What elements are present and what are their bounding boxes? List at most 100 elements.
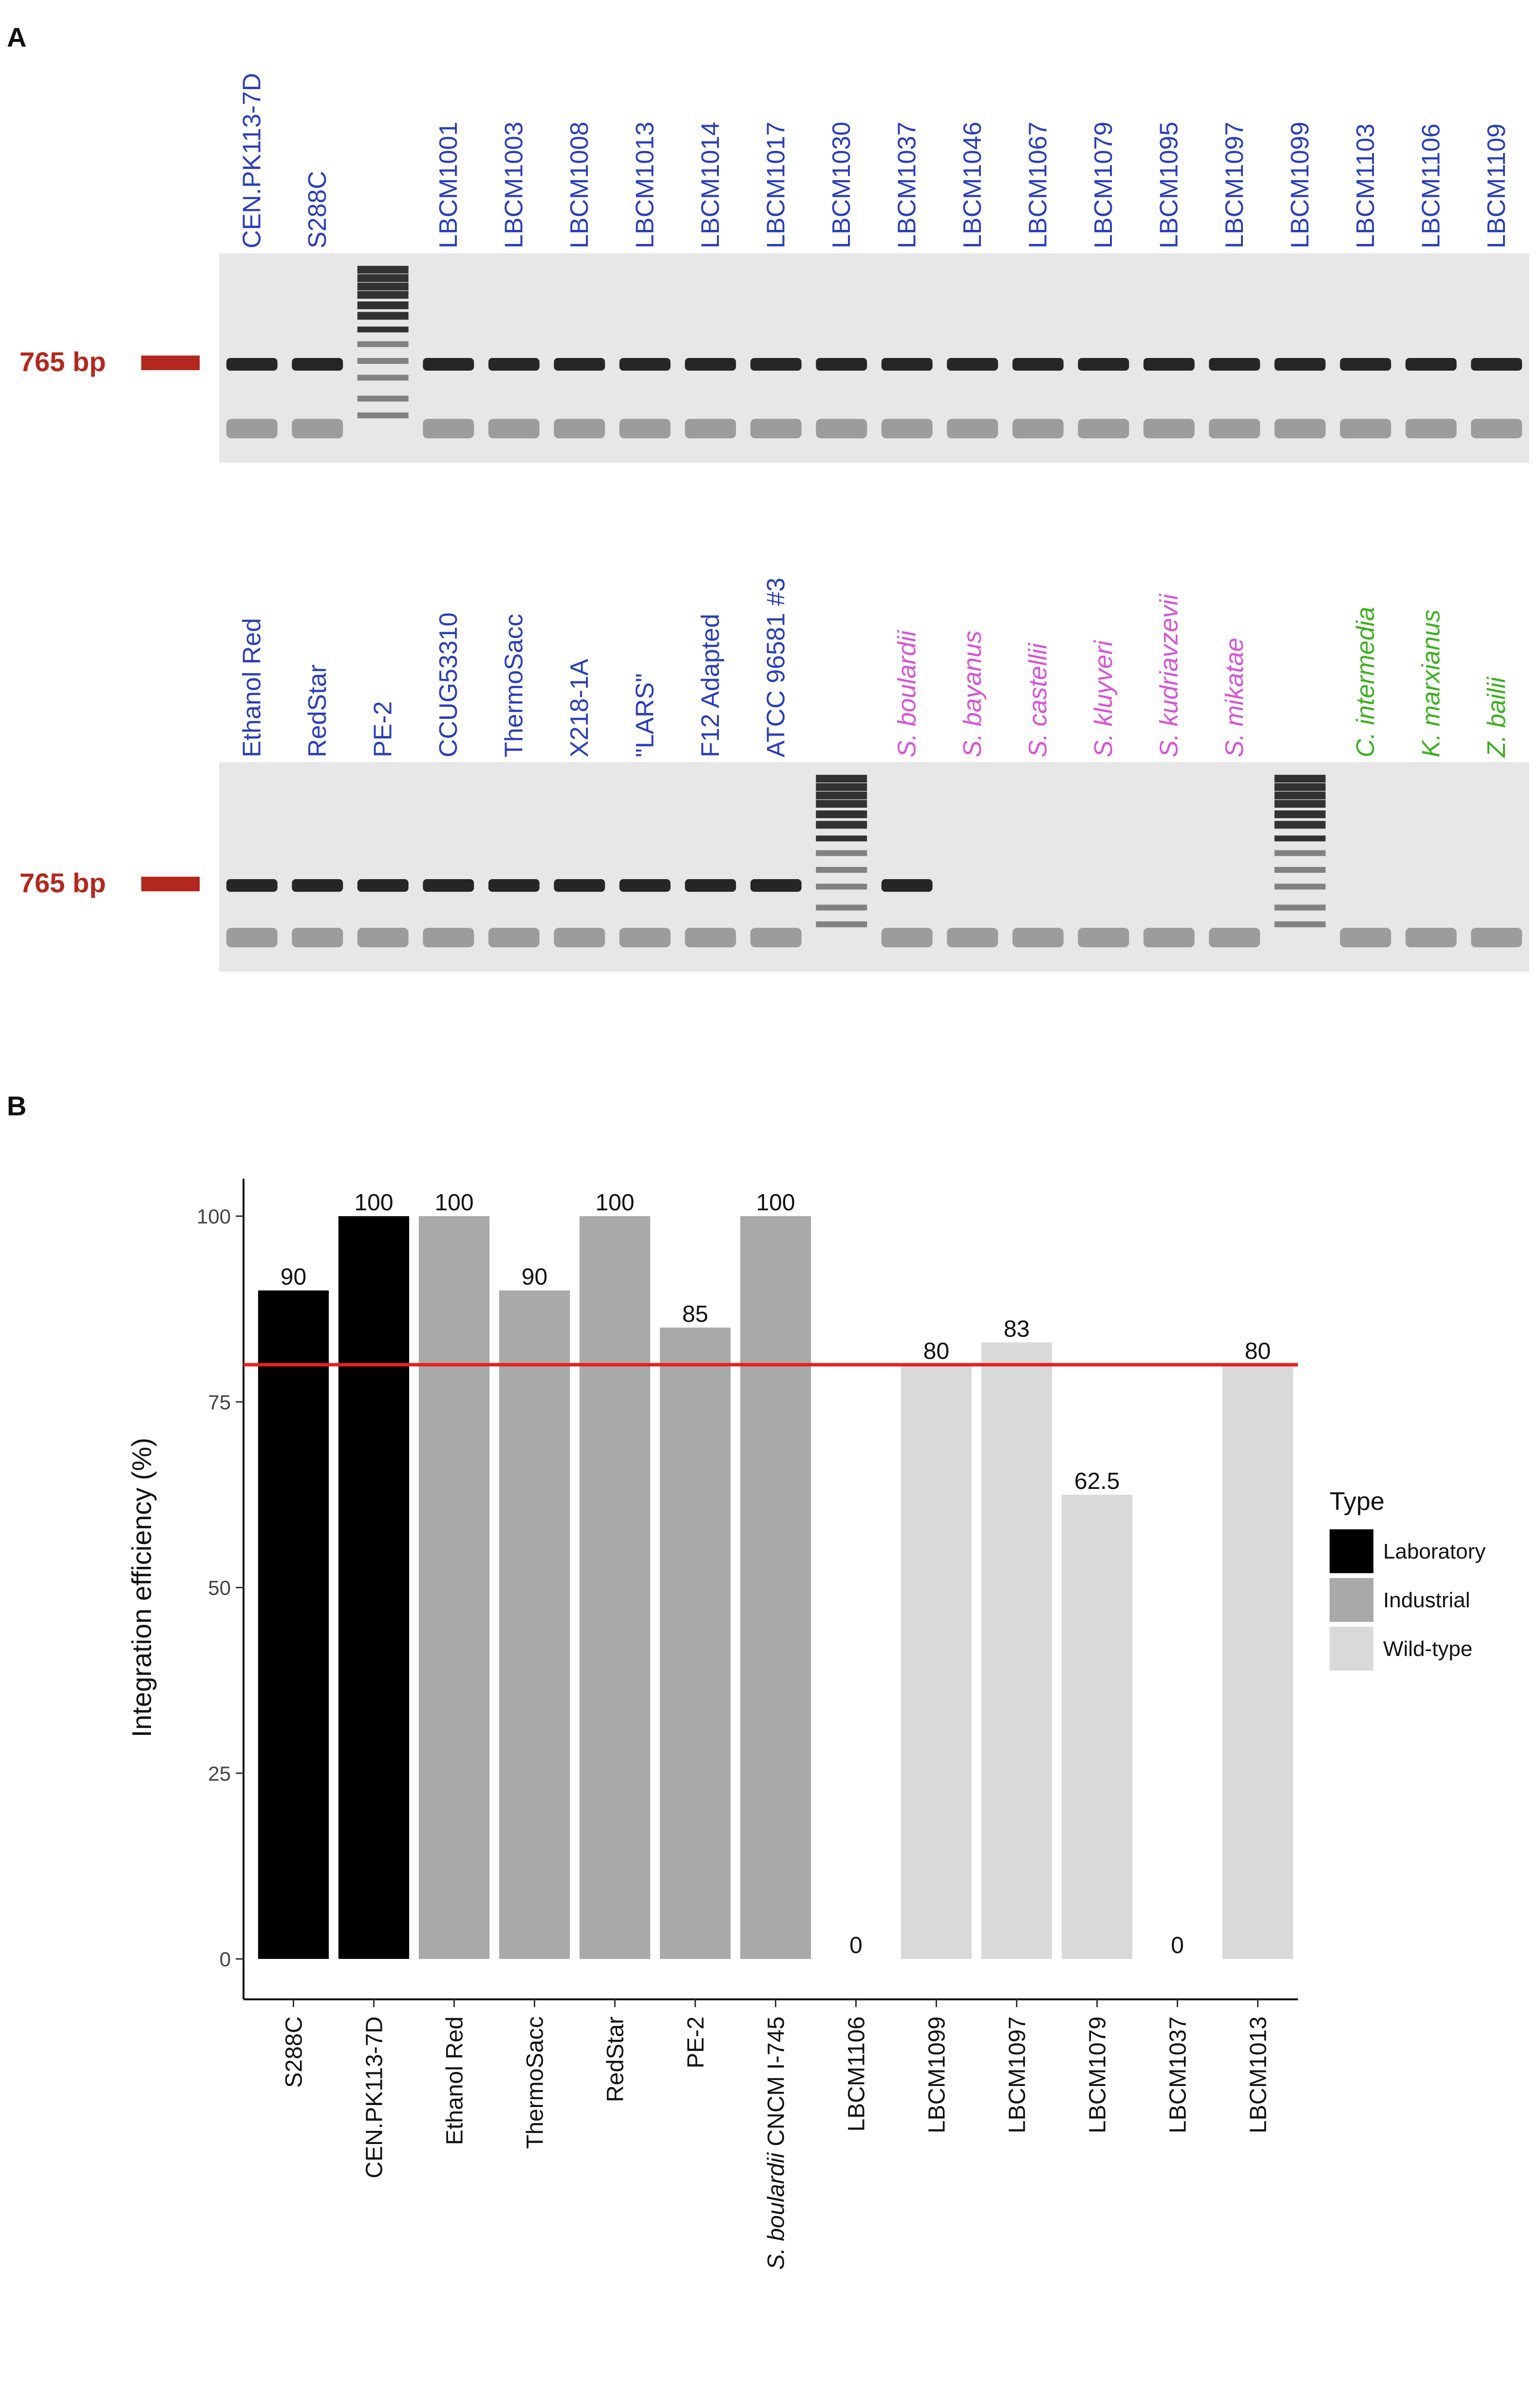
gel-top-product-band [1340, 358, 1391, 371]
gel-top-lane-label: LBCM1097 [1221, 122, 1249, 248]
gel-bottom-lane-label: ThermoSacc [500, 614, 528, 757]
bar-value-label: 85 [682, 1301, 708, 1327]
x-tick-label: LBCM1013 [1246, 2016, 1272, 2133]
gel-top-primer-band [1078, 419, 1129, 438]
gel-top-product-band [1078, 358, 1129, 371]
gel-top-primer-band [1012, 419, 1064, 438]
gel-bottom-product-band [423, 879, 474, 892]
gel-bottom-ladder-band [1274, 884, 1326, 890]
gel-bottom-ladder-band [1274, 904, 1326, 911]
gel-bottom-ladder-band [816, 904, 867, 911]
gel-bottom-ladder-band [1274, 821, 1326, 829]
gel-top-product-band [1012, 358, 1064, 371]
gel-top-product-band [554, 358, 605, 371]
gel-top-product-band [1405, 358, 1457, 371]
bar [499, 1290, 570, 1959]
gel-top-primer-band [488, 419, 540, 438]
gel-top-lane-label: LBCM1046 [958, 122, 987, 248]
x-tick-label: S. boulardii CNCM I-745 [764, 2016, 789, 2270]
gel-bottom-marker-label: 765 bp [19, 867, 106, 898]
gel-bottom-ladder-band [816, 810, 867, 818]
gel-bottom-ladder-band [816, 884, 867, 890]
gel-top-lane-labels: CEN.PK113-7D S288C LBCM1001 LBCM1003 LBCM100… [238, 73, 1511, 248]
gel-top-primer-band [881, 419, 933, 438]
bar-value-label: 0 [849, 1933, 863, 1958]
gel-bottom-ladder-band [1274, 867, 1326, 873]
gel-bottom-lane-labels: Ethanol Red RedStar PE-2 CCUG53310 ThermoSac… [238, 578, 1511, 758]
legend-swatch [1330, 1627, 1373, 1671]
gel-top-primer-band [1274, 419, 1326, 438]
gel-bottom-ladder-band [1274, 774, 1326, 783]
bar-value-label: 90 [281, 1264, 306, 1290]
gel-bottom-lane-label: ATCC 96581 #3 [762, 578, 790, 757]
gel-top-lane-label: LBCM1079 [1089, 122, 1118, 248]
gel-bottom-lane-label: RedStar [303, 664, 332, 757]
gel-top-lane-label: LBCM1099 [1286, 122, 1314, 248]
gel-top-lane-label: LBCM1103 [1352, 124, 1380, 248]
bar-value-label: 80 [1245, 1338, 1271, 1364]
gel-top-primer-band [1340, 419, 1391, 438]
gel-bottom-primer-band [750, 928, 802, 947]
gel-top-primer-band [226, 419, 278, 438]
bar-value-label: 83 [1004, 1316, 1030, 1342]
gel-top-ladder-band [357, 265, 409, 274]
x-tick-label: CEN.PK113-7D [362, 2016, 388, 2179]
gel-top-product-band [226, 358, 278, 371]
gel-bottom-lane-label: S. castellii [1024, 642, 1052, 757]
bar [338, 1216, 410, 1959]
gel-bottom-primer-band [1143, 928, 1195, 947]
gel-bottom-primer-band [1471, 928, 1522, 947]
gel-top-marker-bar [141, 356, 200, 370]
y-tick-label: 100 [197, 1205, 231, 1228]
gel-top-bands [226, 265, 1522, 438]
gel-bottom-lane-label: S. kluyveri [1089, 640, 1118, 757]
gel-top-primer-band [292, 419, 343, 438]
gel-top-lane-label: LBCM1037 [893, 122, 921, 248]
gel-top-primer-band [750, 419, 802, 438]
gel-bottom-lane-label: Ethanol Red [238, 618, 266, 757]
bar-value-label: 100 [595, 1190, 634, 1216]
gel-bottom-ladder-band [816, 791, 867, 800]
gel-top-primer-band [947, 419, 998, 438]
bar-value-label: 0 [1171, 1933, 1184, 1958]
y-tick-label: 50 [208, 1577, 231, 1599]
legend-swatch [1330, 1529, 1373, 1573]
gel-bottom-product-band [488, 879, 540, 892]
panel-b-letter: B [7, 1091, 26, 1121]
gel-bottom-ladder-band [816, 774, 867, 783]
x-tick-label: LBCM1099 [924, 2016, 950, 2133]
gel-bottom-ladder-band [816, 835, 867, 842]
gel-top-ladder-band [357, 312, 409, 320]
gel-top-lane-label: LBCM1067 [1024, 122, 1052, 248]
gel-bottom-primer-band [685, 928, 736, 947]
bar-value-label: 100 [354, 1190, 393, 1216]
gel-bottom-primer-band [423, 928, 474, 947]
gel-top-lane-label: S288C [303, 171, 332, 248]
gel-top-lane-label: LBCM1106 [1417, 124, 1445, 248]
legend-label: Wild-type [1383, 1637, 1472, 1661]
gel-bottom-primer-band [881, 928, 933, 947]
gel-top-primer-band [1209, 419, 1260, 438]
bar-value-label: 62.5 [1074, 1468, 1120, 1494]
bar [1222, 1365, 1294, 1959]
gel-bottom-primer-band [226, 928, 278, 947]
panel-a-letter: A [7, 22, 26, 53]
gel-top-product-band [881, 358, 933, 371]
gel-top-product-band [619, 358, 671, 371]
x-tick-label: LBCM1097 [1005, 2016, 1031, 2133]
x-tick-label: Ethanol Red [442, 2016, 468, 2145]
gel-top-ladder-band [357, 282, 409, 291]
gel-top-lane-label: LBCM1014 [696, 122, 725, 248]
bar [740, 1216, 811, 1959]
gel-bottom-ladder-band [1274, 850, 1326, 856]
gel-top-product-band [423, 358, 474, 371]
gel-bottom-product-band [357, 879, 409, 892]
gel-top-product-band [685, 358, 736, 371]
gel-top-lane-label: LBCM1001 [434, 122, 463, 248]
gel-bottom-lane-label: K. marxianus [1417, 610, 1445, 757]
gel-bottom-ladder-band [816, 783, 867, 791]
gel-bottom-product-band [554, 879, 605, 892]
gel-top-product-band [1274, 358, 1326, 371]
bar-value-label: 80 [923, 1338, 949, 1364]
bar [981, 1342, 1052, 1959]
